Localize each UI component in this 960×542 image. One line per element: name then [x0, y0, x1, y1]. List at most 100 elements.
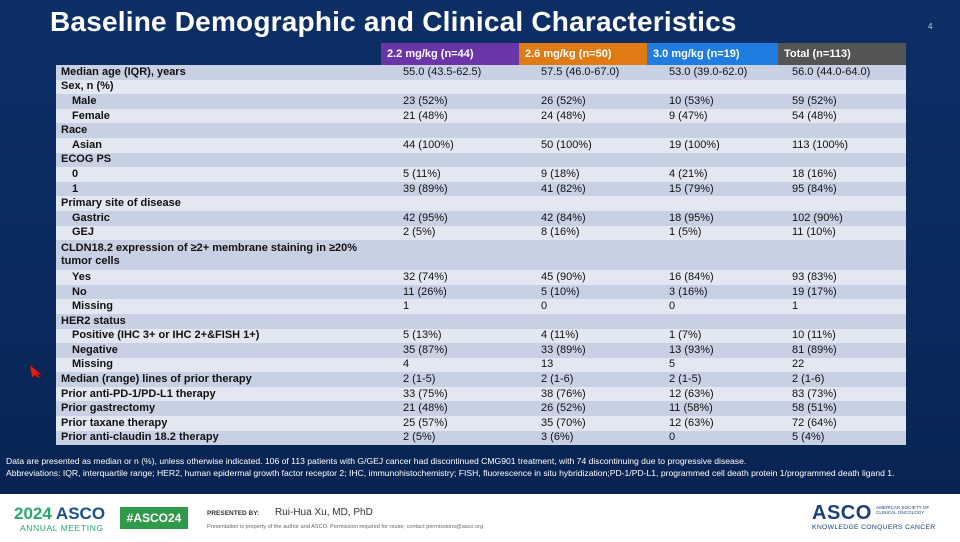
presenter-name: Rui-Hua Xu, MD, PhD: [275, 507, 373, 518]
row-label: CLDN18.2 expression of ≥2+ membrane stai…: [56, 240, 381, 271]
row-label: Asian: [56, 137, 381, 153]
row-label: Negative: [56, 343, 381, 358]
row-label: Positive (IHC 3+ or IHC 2+&FISH 1+): [56, 328, 381, 344]
row-value-col-1: 35 (87%): [381, 343, 519, 358]
row-value-col-2: 3 (6%): [519, 430, 647, 446]
row-value-col-4: 22: [778, 357, 906, 373]
row-value-col-2: 4 (11%): [519, 328, 647, 344]
row-label: Prior anti-PD-1/PD-L1 therapy: [56, 386, 381, 402]
row-value-col-1: 25 (57%): [381, 416, 519, 431]
row-value-col-1: 23 (52%): [381, 94, 519, 109]
row-value-col-2: 26 (52%): [519, 94, 647, 109]
footnote-abbreviations: Abbreviations: IQR, interquartile range;…: [6, 467, 895, 478]
table-row: Female 21 (48%) 24 (48%) 9 (47%) 54 (48%): [56, 108, 906, 124]
asco-logo: ASCO: [812, 502, 872, 524]
row-value-col-3: 4 (21%): [647, 167, 778, 182]
row-value-col-1: 44 (100%): [381, 137, 519, 153]
row-value-col-2: 26 (52%): [519, 401, 647, 417]
table-row: Asian 44 (100%) 50 (100%) 19 (100%) 113 (100…: [56, 137, 906, 153]
row-value-col-3: 13 (93%): [647, 343, 778, 358]
footer-bar: 2024 ASCO ANNUAL MEETING #ASCO24 PRESENT…: [0, 494, 960, 542]
row-label: Race: [56, 123, 381, 138]
table-body: Median age (IQR), years 55.0 (43.5-62.5) 5…: [56, 65, 906, 446]
row-label: ECOG PS: [56, 152, 381, 168]
row-value-col-4: 93 (83%): [778, 270, 906, 285]
row-value-col-3: [647, 240, 778, 271]
row-value-col-2: [519, 152, 647, 168]
row-label: Primary site of disease: [56, 196, 381, 211]
row-value-col-4: [778, 313, 906, 329]
table-row: No 11 (26%) 5 (10%) 3 (16%) 19 (17%): [56, 284, 906, 300]
table-row: Race: [56, 123, 906, 138]
row-label: Male: [56, 94, 381, 109]
row-value-col-3: 10 (53%): [647, 94, 778, 109]
row-value-col-3: 0: [647, 299, 778, 314]
row-value-col-1: 2 (5%): [381, 225, 519, 241]
row-label: GEJ: [56, 225, 381, 241]
row-value-col-3: 2 (1-5): [647, 372, 778, 387]
row-value-col-1: 2 (1-5): [381, 372, 519, 387]
table-row: HER2 status: [56, 313, 906, 329]
row-label: Female: [56, 108, 381, 124]
header-blank-cell: [56, 43, 381, 65]
row-value-col-1: 5 (13%): [381, 328, 519, 344]
row-label: Gastric: [56, 210, 381, 226]
row-label: Yes: [56, 270, 381, 285]
row-value-col-2: [519, 313, 647, 329]
row-value-col-4: 81 (89%): [778, 343, 906, 358]
table-header-row: 2.2 mg/kg (n=44) 2.6 mg/kg (n=50) 3.0 mg…: [56, 43, 906, 65]
row-value-col-4: 2 (1-6): [778, 372, 906, 387]
row-value-col-4: 83 (73%): [778, 386, 906, 402]
row-value-col-4: 19 (17%): [778, 284, 906, 300]
table-row: Prior anti-claudin 18.2 therapy 2 (5%) 3 (…: [56, 430, 906, 446]
row-label: Prior gastrectomy: [56, 401, 381, 417]
row-value-col-4: 18 (16%): [778, 167, 906, 182]
table-row: Prior anti-PD-1/PD-L1 therapy 33 (75%) 38 …: [56, 386, 906, 402]
asco-annual-meeting-logo: 2024 ASCO: [14, 504, 105, 524]
row-value-col-1: 21 (48%): [381, 108, 519, 124]
row-value-col-3: 5: [647, 357, 778, 373]
row-value-col-4: 56.0 (44.0-64.0): [778, 65, 906, 80]
slide-title: Baseline Demographic and Clinical Charac…: [50, 6, 737, 37]
row-value-col-4: [778, 152, 906, 168]
meeting-year: 2024: [14, 504, 52, 523]
row-label: Prior taxane therapy: [56, 416, 381, 431]
row-value-col-1: 11 (26%): [381, 284, 519, 300]
row-value-col-2: 57.5 (46.0-67.0): [519, 65, 647, 80]
footnote: Data are presented as median or n (%), u…: [6, 456, 954, 479]
row-value-col-2: [519, 240, 647, 271]
table-row: Median age (IQR), years 55.0 (43.5-62.5) 5…: [56, 65, 906, 80]
row-value-col-3: 19 (100%): [647, 137, 778, 153]
row-label: Missing: [56, 299, 381, 314]
presented-by-label: PRESENTED BY:: [207, 510, 260, 517]
row-value-col-2: 38 (76%): [519, 386, 647, 402]
row-value-col-4: 113 (100%): [778, 137, 906, 153]
row-value-col-1: 1: [381, 299, 519, 314]
row-value-col-4: [778, 196, 906, 211]
row-value-col-4: 54 (48%): [778, 108, 906, 124]
row-value-col-3: 53.0 (39.0-62.0): [647, 65, 778, 80]
row-value-col-2: 2 (1-6): [519, 372, 647, 387]
row-value-col-1: [381, 152, 519, 168]
row-value-col-2: 35 (70%): [519, 416, 647, 431]
row-value-col-1: 32 (74%): [381, 270, 519, 285]
row-value-col-2: 42 (84%): [519, 210, 647, 226]
table-row: Negative 35 (87%) 33 (89%) 13 (93%) 81 (89%): [56, 343, 906, 358]
baseline-characteristics-table: 2.2 mg/kg (n=44) 2.6 mg/kg (n=50) 3.0 mg…: [56, 43, 906, 446]
row-value-col-2: 41 (82%): [519, 181, 647, 197]
header-dose-2-2: 2.2 mg/kg (n=44): [381, 43, 519, 65]
header-dose-2-6: 2.6 mg/kg (n=50): [519, 43, 647, 65]
table-row: Missing 4 13 5 22: [56, 357, 906, 373]
row-value-col-3: 1 (5%): [647, 225, 778, 241]
row-label: Prior anti-claudin 18.2 therapy: [56, 430, 381, 446]
row-value-col-4: [778, 79, 906, 95]
row-label: HER2 status: [56, 313, 381, 329]
row-value-col-3: 11 (58%): [647, 401, 778, 417]
row-value-col-2: [519, 79, 647, 95]
row-value-col-3: 16 (84%): [647, 270, 778, 285]
footnote-data-note: Data are presented as median or n (%), u…: [6, 456, 747, 466]
row-value-col-1: [381, 79, 519, 95]
row-value-col-3: 0: [647, 430, 778, 446]
row-value-col-2: 5 (10%): [519, 284, 647, 300]
row-value-col-1: [381, 240, 519, 271]
